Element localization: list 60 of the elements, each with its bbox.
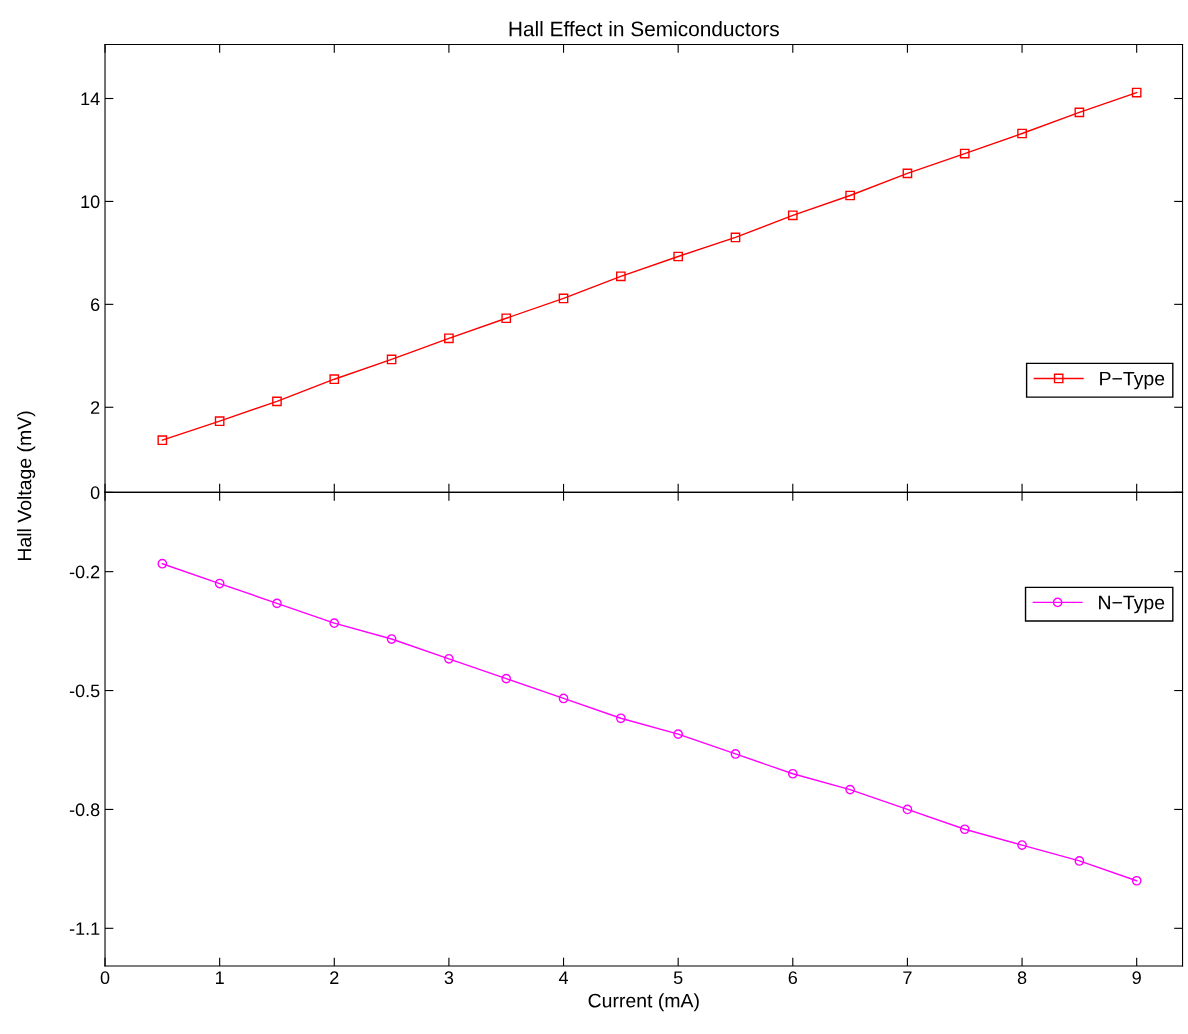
x-tick-label: 1 <box>216 971 224 984</box>
x-tick-label: 9 <box>1132 971 1141 985</box>
point <box>157 558 168 569</box>
point <box>845 190 855 201</box>
point <box>1131 875 1142 886</box>
y-tick-label: 14 <box>81 92 100 106</box>
x-tick-label: 2 <box>330 971 339 984</box>
point <box>329 374 340 385</box>
point <box>673 729 684 739</box>
x-tick-label: 8 <box>1017 971 1027 985</box>
point <box>444 653 454 664</box>
point <box>444 333 454 344</box>
point <box>214 416 225 427</box>
point <box>386 634 397 644</box>
point <box>730 749 741 759</box>
point <box>1017 840 1027 850</box>
y-tick-label: -0.2 <box>69 565 100 579</box>
point <box>272 598 282 609</box>
y-tick-label: -0.5 <box>69 684 100 698</box>
point <box>615 271 626 282</box>
point <box>959 824 970 835</box>
y-tick-label: 0 <box>90 486 100 500</box>
legend-label: P−Type <box>1100 371 1165 390</box>
point <box>959 148 970 159</box>
point <box>558 293 569 304</box>
point <box>1017 128 1027 139</box>
y-tick-label: 10 <box>81 195 100 209</box>
x-tick-label: 0 <box>100 971 110 985</box>
point <box>902 168 913 179</box>
y-tick-label: -1.1 <box>69 922 100 935</box>
x-tick-label: 5 <box>673 971 683 985</box>
y-tick-label: 6 <box>91 298 100 312</box>
point <box>501 673 512 684</box>
point <box>329 618 340 629</box>
point <box>615 713 626 724</box>
y-tick-label: 2 <box>91 401 100 414</box>
point <box>558 693 569 704</box>
x-tick-label: 6 <box>788 971 798 985</box>
point <box>386 354 397 365</box>
y-tick-label: -0.8 <box>69 803 100 817</box>
point <box>272 396 282 407</box>
x-tick-label: 7 <box>903 971 912 984</box>
point <box>673 251 684 262</box>
chart-title: Hall Effect in Semiconductors <box>509 21 779 37</box>
legend-label: N−Type <box>1099 595 1165 614</box>
point <box>1074 107 1085 118</box>
point <box>1074 856 1085 866</box>
point <box>157 435 168 446</box>
x-tick-label: 4 <box>558 971 569 984</box>
point <box>501 313 512 324</box>
x-tick-label: 3 <box>444 971 454 985</box>
point <box>845 784 855 795</box>
point <box>730 232 741 243</box>
point <box>787 768 798 779</box>
point <box>214 578 225 589</box>
point <box>902 804 913 815</box>
y-axis-title: Hall Voltage (mV) <box>17 411 36 561</box>
x-axis-title: Current (mA) <box>588 993 699 1012</box>
point <box>1131 87 1142 98</box>
point <box>787 210 798 221</box>
